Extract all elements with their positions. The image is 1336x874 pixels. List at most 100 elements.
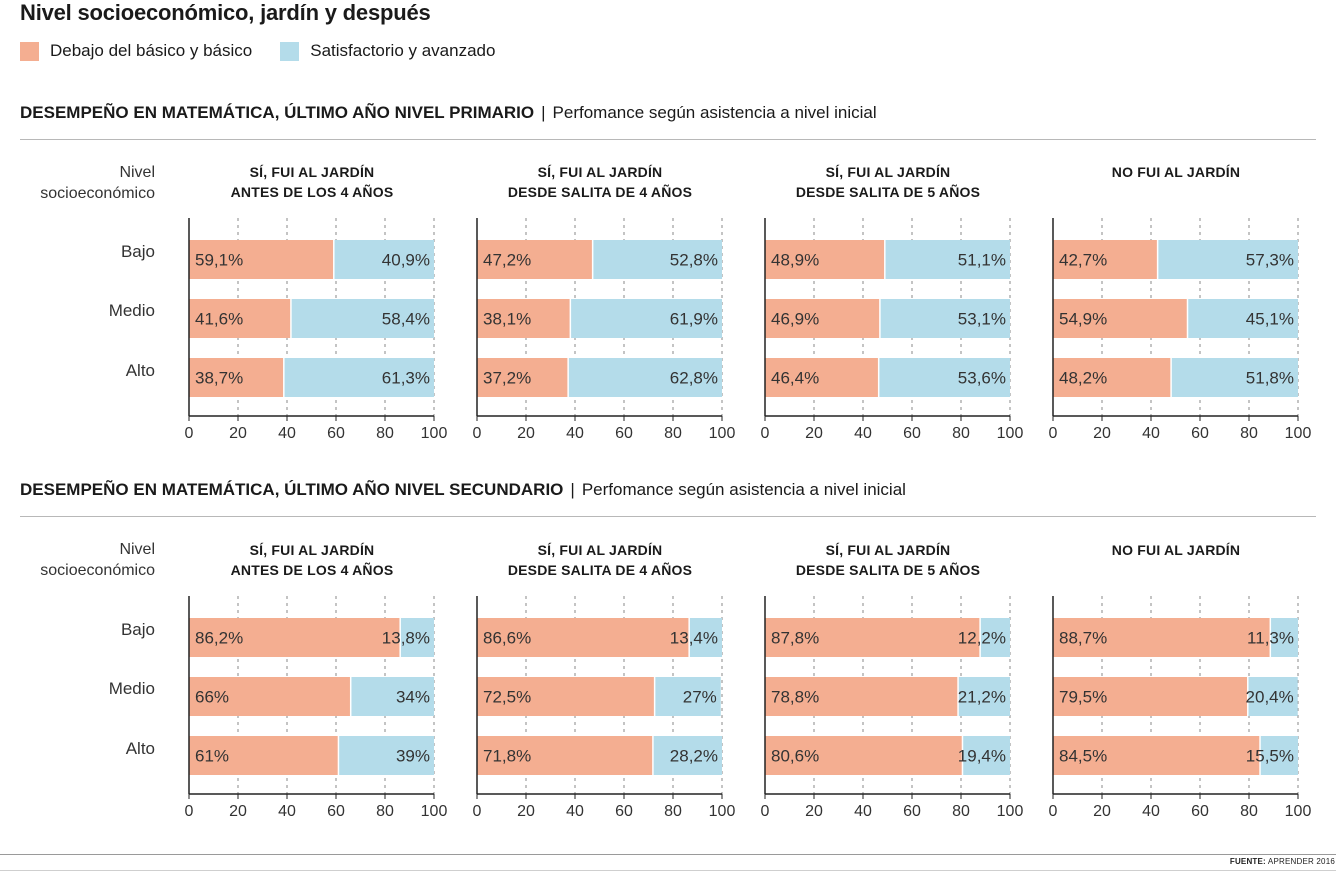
panel-title: SÍ, FUI AL JARDÍN DESDE SALITA DE 4 AÑOS [507,542,693,578]
section-title-bold: DESEMPEÑO EN MATEMÁTICA, ÚLTIMO AÑO NIVE… [20,480,564,499]
level-label-alto: Alto [125,739,155,758]
panel-chart: 86,2% 13,8% 66% 34% 61% 39% 0 20 40 60 80 100 [185,596,448,820]
panel-title: NO FUI AL JARDÍN [1111,542,1241,558]
bar-above [652,736,722,775]
data-label-below: 38,1% [483,310,531,329]
x-tick-label: 0 [473,803,482,820]
bar-above [1247,677,1298,716]
bar-below [1053,240,1158,279]
bar-below [1053,618,1271,657]
section-title-primario: DESEMPEÑO EN MATEMÁTICA, ÚLTIMO AÑO NIVE… [20,103,877,123]
bar-above [980,618,1010,657]
data-label-below: 48,9% [771,251,819,270]
x-tick-label: 0 [761,425,770,442]
legend-label-above: Satisfactorio y avanzado [310,41,496,60]
x-tick-label: 40 [566,425,584,442]
data-label-above: 62,8% [670,369,718,388]
data-label-above: 11,3% [1247,629,1294,648]
data-label-below: 54,9% [1059,310,1107,329]
data-label-above: 13,8% [382,629,430,648]
legend-item-above: Satisfactorio y avanzado [280,41,495,61]
panel-chart: 87,8% 12,2% 78,8% 21,2% 80,6% 19,4% 0 20 40 60 80 1… [761,596,1023,820]
bar-below [765,618,981,657]
x-tick-label: 80 [952,803,970,820]
bar-below [189,736,339,775]
x-tick-label: 40 [1142,803,1160,820]
x-tick-label: 60 [903,803,921,820]
panel-chart: 59,1% 40,9% 41,6% 58,4% 38,7% 61,3% 0 20 40 60 80 1… [185,218,447,442]
bar-above [570,299,722,338]
data-label-above: 53,6% [958,369,1006,388]
bar-above [568,358,722,397]
x-tick-label: 100 [421,803,448,820]
data-label-above: 34% [396,688,430,707]
bar-below [765,358,879,397]
data-label-above: 39% [396,747,430,766]
x-tick-label: 60 [615,425,633,442]
legend-swatch-above [280,41,300,61]
panel-title: SÍ, FUI AL JARDÍN ANTES DE LOS 4 AÑOS [230,164,394,200]
legend-label-below: Debajo del básico y básico [50,41,253,60]
x-tick-label: 60 [1191,425,1209,442]
data-label-above: 52,8% [670,251,718,270]
data-label-above: 12,2% [958,629,1006,648]
x-tick-label: 60 [903,425,921,442]
data-label-above: 51,1% [958,251,1006,270]
x-tick-label: 80 [1240,803,1258,820]
x-tick-label: 40 [854,425,872,442]
panel-title: SÍ, FUI AL JARDÍN ANTES DE LOS 4 AÑOS [230,542,394,578]
data-label-below: 80,6% [771,747,819,766]
x-tick-label: 0 [761,803,770,820]
bottom-border [0,870,1336,871]
data-label-below: 37,2% [483,369,531,388]
data-label-below: 38,7% [195,369,243,388]
bar-above [879,299,1010,338]
source-value: APRENDER 2016 [1267,857,1335,866]
bar-above [962,736,1010,775]
section-separator: | [541,103,546,122]
data-label-below: 46,4% [771,369,819,388]
section-title-bold: DESEMPEÑO EN MATEMÁTICA, ÚLTIMO AÑO NIVE… [20,103,535,122]
data-label-above: 27% [683,688,717,707]
bar-below [477,358,569,397]
bar-above [350,677,434,716]
panel-title: SÍ, FUI AL JARDÍN DESDE SALITA DE 5 AÑOS [795,542,981,578]
x-tick-label: 40 [278,803,296,820]
panel-chart: 48,9% 51,1% 46,9% 53,1% 46,4% 53,6% 0 20 40 60 80 1… [761,218,1023,442]
x-tick-label: 60 [327,803,345,820]
x-tick-label: 100 [1285,803,1312,820]
x-tick-label: 80 [1240,425,1258,442]
section-subtitle: Perfomance según asistencia a nivel inic… [552,103,877,122]
bar-below [1053,677,1248,716]
bar-above [400,618,434,657]
x-tick-label: 80 [376,803,394,820]
data-label-below: 79,5% [1059,688,1107,707]
section-divider [20,139,1316,140]
data-label-below: 59,1% [195,251,243,270]
x-tick-label: 20 [517,425,535,442]
x-tick-label: 20 [805,803,823,820]
panel-title: SÍ, FUI AL JARDÍN DESDE SALITA DE 5 AÑOS [795,164,981,200]
data-label-above: 61,3% [382,369,430,388]
data-label-above: 15,5% [1246,747,1294,766]
data-label-above: 40,9% [382,251,430,270]
bar-below [477,618,690,657]
bar-below [189,299,291,338]
panel-chart: 86,6% 13,4% 72,5% 27% 71,8% 28,2% 0 20 40 60 80 100 [473,596,735,820]
bar-above [958,677,1010,716]
x-tick-label: 60 [615,803,633,820]
data-label-below: 41,6% [195,310,243,329]
source-label: FUENTE: [1229,857,1266,866]
data-label-above: 20,4% [1246,688,1294,707]
x-tick-label: 20 [805,425,823,442]
legend: Debajo del básico y básico Satisfactorio… [20,41,523,61]
data-label-above: 61,9% [670,310,718,329]
bar-above [333,240,434,279]
bar-below [765,299,880,338]
bar-above [283,358,434,397]
x-tick-label: 100 [709,425,736,442]
source-note: FUENTE: APRENDER 2016 [1230,857,1335,866]
panel-chart: 47,2% 52,8% 38,1% 61,9% 37,2% 62,8% 0 20 40 60 80 1… [473,218,736,442]
x-tick-label: 20 [1093,803,1111,820]
section-divider [20,516,1316,517]
